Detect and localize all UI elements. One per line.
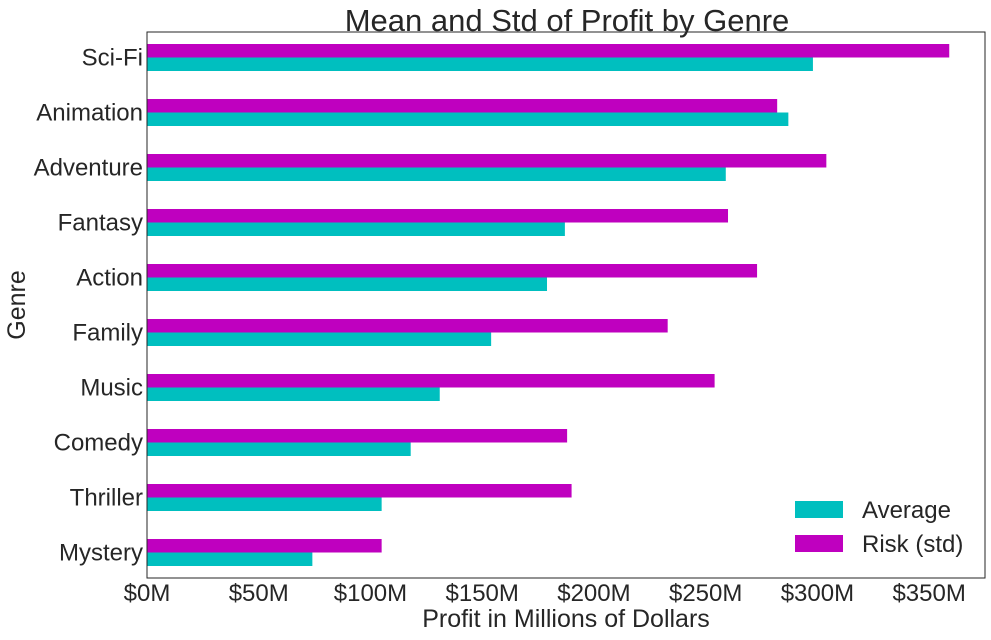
y-tick-label: Action — [76, 265, 143, 292]
bar-average-animation — [147, 112, 789, 126]
y-tick-label: Fantasy — [58, 210, 143, 237]
bar-average-thriller — [147, 497, 382, 511]
bars-layer — [147, 44, 950, 566]
bar-average-action — [147, 277, 548, 291]
bar-risk-sci-fi — [147, 44, 950, 58]
y-tick-label: Adventure — [34, 155, 143, 182]
y-tick-label: Mystery — [59, 540, 143, 567]
x-tick-label: $150M — [446, 580, 519, 607]
y-axis-label: Genre — [3, 270, 31, 339]
bar-risk-comedy — [147, 429, 568, 443]
x-tick-labels: $0M $50M $100M $150M $200M $250M $300M $350M — [124, 580, 966, 607]
legend-swatch — [795, 535, 843, 552]
bar-average-family — [147, 332, 492, 346]
x-tick-label: $300M — [781, 580, 854, 607]
plot-frame — [146, 31, 986, 579]
bar-risk-mystery — [147, 539, 382, 553]
x-tick-label: $350M — [892, 580, 965, 607]
x-tick-label: $100M — [334, 580, 407, 607]
legend-swatch — [795, 501, 843, 518]
y-tick-labels: Mystery Thriller Comedy Music Family Action Fa… — [34, 45, 143, 567]
bar-average-music — [147, 387, 440, 401]
bar-risk-music — [147, 374, 715, 388]
bar-average-mystery — [147, 552, 313, 566]
bar-risk-fantasy — [147, 209, 729, 223]
bar-risk-family — [147, 319, 668, 333]
legend-label: Average — [862, 497, 951, 524]
bar-average-fantasy — [147, 222, 565, 236]
y-tick-label: Sci-Fi — [82, 45, 143, 72]
y-tick-label: Music — [80, 375, 143, 402]
x-tick-label: $200M — [557, 580, 630, 607]
bar-average-adventure — [147, 167, 726, 181]
bar-risk-action — [147, 264, 758, 278]
bar-risk-animation — [147, 99, 778, 113]
y-tick-label: Animation — [36, 100, 143, 127]
x-axis-label: Profit in Millions of Dollars — [422, 605, 710, 633]
y-tick-label: Thriller — [70, 485, 143, 512]
bar-average-comedy — [147, 442, 411, 456]
legend-label: Risk (std) — [862, 531, 963, 558]
x-tick-label: $0M — [124, 580, 171, 607]
bar-average-sci-fi — [147, 57, 813, 71]
bar-risk-adventure — [147, 154, 827, 168]
y-tick-label: Family — [72, 320, 143, 347]
x-tick-label: $250M — [669, 580, 742, 607]
bar-risk-thriller — [147, 484, 572, 498]
chart-title: Mean and Std of Profit by Genre — [345, 3, 790, 38]
x-tick-label: $50M — [229, 580, 289, 607]
legend: Average Risk (std) — [795, 497, 963, 558]
y-tick-label: Comedy — [54, 430, 143, 457]
